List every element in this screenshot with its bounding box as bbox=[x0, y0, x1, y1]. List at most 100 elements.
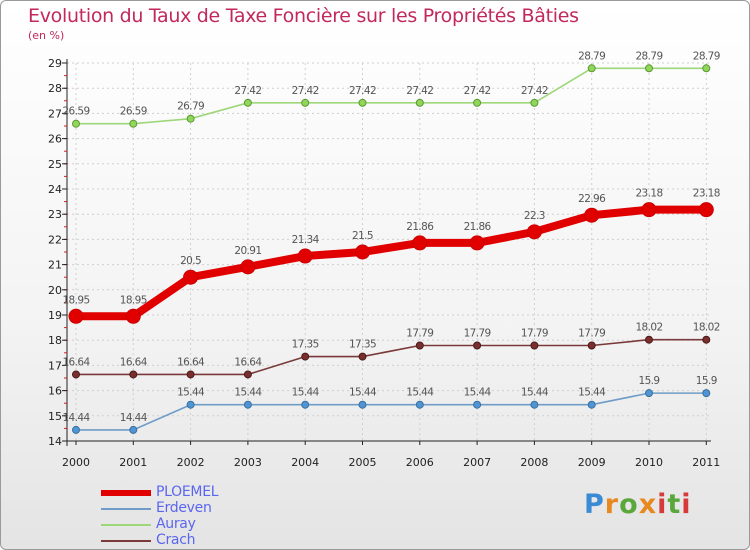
data-label-ploemel: 21.86 bbox=[406, 221, 434, 233]
legend-label-ploemel: PLOEMEL bbox=[156, 484, 219, 500]
y-tick-label: 23 bbox=[48, 208, 62, 221]
data-point-crach bbox=[415, 341, 424, 350]
data-point-crach bbox=[358, 352, 367, 361]
data-point-erdeven bbox=[358, 400, 367, 409]
data-label-auray: 27.42 bbox=[406, 85, 433, 97]
data-label-crach: 17.79 bbox=[464, 327, 491, 339]
data-label-erdeven: 15.44 bbox=[464, 387, 492, 399]
x-tick-label: 2001 bbox=[119, 456, 147, 469]
data-label-ploemel: 23.18 bbox=[635, 188, 662, 200]
data-point-crach bbox=[530, 341, 539, 350]
y-tick-label: 21 bbox=[48, 259, 62, 272]
data-label-auray: 28.79 bbox=[635, 50, 662, 62]
data-point-erdeven bbox=[72, 425, 80, 434]
data-label-erdeven: 15.44 bbox=[177, 387, 205, 399]
data-point-erdeven bbox=[473, 400, 482, 409]
proxiti-logo: Proxiti bbox=[584, 489, 692, 520]
data-point-auray bbox=[301, 98, 310, 107]
y-tick-label: 24 bbox=[48, 183, 62, 196]
data-point-erdeven bbox=[243, 400, 252, 409]
data-point-ploemel bbox=[469, 235, 485, 251]
chart-title: Evolution du Taux de Taxe Foncière sur l… bbox=[28, 5, 579, 27]
data-label-ploemel: 22.3 bbox=[524, 210, 545, 222]
logo-letter: i bbox=[657, 489, 668, 520]
data-point-ploemel bbox=[297, 248, 313, 264]
data-point-crach bbox=[243, 370, 252, 379]
data-label-auray: 27.42 bbox=[521, 85, 548, 97]
y-tick-label: 29 bbox=[48, 57, 62, 70]
data-point-auray bbox=[530, 98, 539, 107]
data-point-crach bbox=[645, 335, 653, 344]
data-point-auray bbox=[72, 119, 80, 128]
data-point-crach bbox=[702, 335, 711, 344]
data-point-ploemel bbox=[412, 235, 428, 251]
y-tick-label: 28 bbox=[48, 82, 62, 95]
data-point-ploemel bbox=[526, 224, 542, 240]
y-tick-label: 22 bbox=[48, 233, 62, 246]
legend-label-auray: Auray bbox=[156, 516, 196, 532]
data-label-crach: 16.64 bbox=[234, 356, 262, 368]
y-tick-label: 17 bbox=[48, 359, 62, 372]
data-label-ploemel: 20.91 bbox=[234, 245, 261, 257]
x-tick-label: 2011 bbox=[692, 456, 720, 469]
data-label-erdeven: 15.44 bbox=[349, 387, 377, 399]
data-label-auray: 27.42 bbox=[464, 85, 491, 97]
data-point-erdeven bbox=[415, 400, 424, 409]
data-point-erdeven bbox=[301, 400, 310, 409]
data-label-crach: 18.02 bbox=[635, 322, 662, 334]
data-label-crach: 16.64 bbox=[120, 356, 148, 368]
y-tick-label: 15 bbox=[48, 410, 62, 423]
data-label-ploemel: 21.86 bbox=[464, 221, 492, 233]
data-point-erdeven bbox=[129, 425, 138, 434]
data-point-crach bbox=[72, 370, 80, 379]
data-point-ploemel bbox=[240, 259, 256, 275]
y-tick-label: 25 bbox=[48, 158, 62, 171]
x-tick-label: 2008 bbox=[520, 456, 548, 469]
data-point-ploemel bbox=[584, 207, 600, 223]
data-label-erdeven: 15.44 bbox=[406, 387, 434, 399]
data-point-erdeven bbox=[186, 400, 195, 409]
data-label-ploemel: 18.95 bbox=[120, 294, 147, 306]
x-tick-label: 2010 bbox=[635, 456, 663, 469]
data-point-ploemel bbox=[68, 308, 84, 324]
logo-letter: x bbox=[638, 489, 658, 520]
data-point-auray bbox=[473, 98, 482, 107]
data-point-crach bbox=[473, 341, 482, 350]
data-point-erdeven bbox=[645, 389, 653, 398]
y-tick-label: 26 bbox=[48, 133, 62, 146]
data-label-erdeven: 14.44 bbox=[62, 412, 90, 424]
data-label-ploemel: 21.34 bbox=[292, 234, 320, 246]
data-label-auray: 28.79 bbox=[693, 50, 720, 62]
data-label-crach: 16.64 bbox=[62, 356, 90, 368]
data-label-auray: 27.42 bbox=[349, 85, 376, 97]
data-point-auray bbox=[415, 98, 424, 107]
data-label-crach: 17.35 bbox=[292, 339, 319, 351]
data-label-crach: 18.02 bbox=[693, 322, 720, 334]
data-label-erdeven: 15.9 bbox=[639, 375, 660, 387]
data-label-erdeven: 15.9 bbox=[696, 375, 717, 387]
y-tick-label: 16 bbox=[48, 385, 62, 398]
data-point-ploemel bbox=[355, 244, 370, 260]
data-label-ploemel: 23.18 bbox=[693, 188, 720, 200]
data-point-ploemel bbox=[183, 269, 199, 285]
data-point-auray bbox=[243, 98, 252, 107]
data-label-auray: 27.42 bbox=[234, 85, 261, 97]
data-label-crach: 17.79 bbox=[521, 327, 548, 339]
data-point-ploemel bbox=[641, 202, 657, 218]
logo-letter: P bbox=[584, 489, 605, 520]
data-label-ploemel: 21.5 bbox=[352, 230, 373, 242]
data-label-erdeven: 15.44 bbox=[292, 387, 320, 399]
data-point-auray bbox=[645, 64, 653, 73]
x-tick-label: 2002 bbox=[177, 456, 205, 469]
data-label-ploemel: 22.96 bbox=[578, 193, 606, 205]
legend-swatch-auray bbox=[101, 524, 151, 526]
x-tick-label: 2009 bbox=[578, 456, 606, 469]
unit-label: (en %) bbox=[28, 29, 65, 42]
x-tick-label: 2003 bbox=[234, 456, 262, 469]
y-tick-label: 19 bbox=[48, 309, 62, 322]
x-tick-label: 2004 bbox=[291, 456, 319, 469]
data-point-crach bbox=[129, 370, 138, 379]
x-tick-label: 2007 bbox=[463, 456, 491, 469]
data-label-erdeven: 15.44 bbox=[578, 387, 606, 399]
